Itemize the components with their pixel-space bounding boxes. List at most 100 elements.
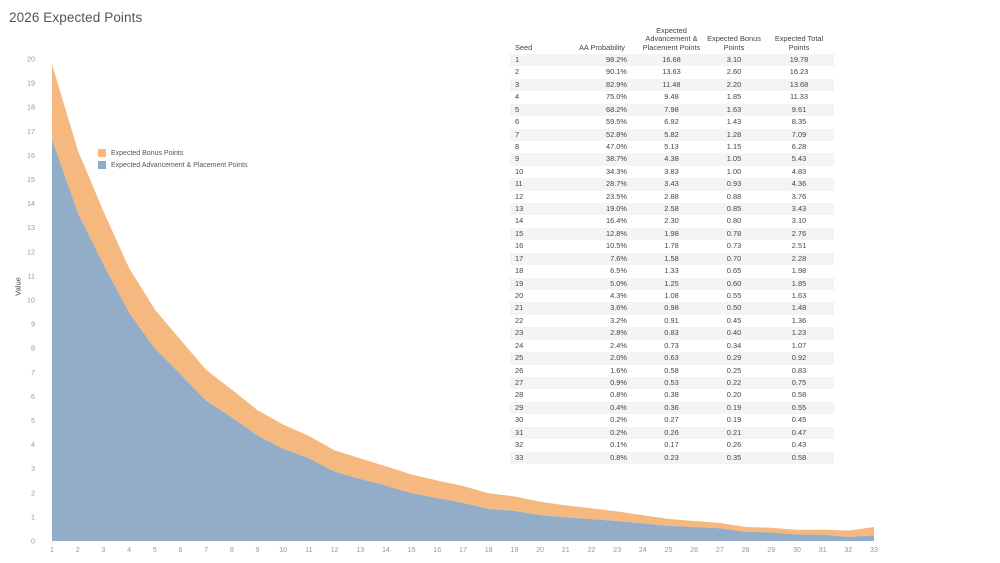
table-row[interactable]: 19 5.0% 1.25 0.60 1.85 [510,277,834,291]
advancement-cell: 1.78 [639,240,704,253]
table-row[interactable]: 7 52.8% 5.82 1.28 7.09 [510,128,834,141]
aa-probability-cell: 4.3% [565,290,639,303]
table-row[interactable]: 12 23.5% 2.88 0.88 3.76 [510,190,834,204]
x-tick-label: 8 [230,545,234,554]
aa-probability-cell: 0.8% [565,451,639,464]
table-row[interactable]: 31 0.2% 0.26 0.21 0.47 [510,426,834,440]
legend-item-bonus[interactable]: Expected Bonus Points [98,147,248,159]
table-row[interactable]: 28 0.8% 0.38 0.20 0.58 [510,389,834,402]
total-cell: 0.55 [764,401,834,415]
advancement-cell: 7.98 [639,103,704,117]
x-tick-label: 20 [536,545,544,554]
legend-label-advancement: Expected Advancement & Placement Points [111,161,248,169]
x-tick-label: 29 [767,545,775,554]
table-row[interactable]: 33 0.8% 0.23 0.35 0.58 [510,451,834,464]
table-row[interactable]: 9 38.7% 4.38 1.05 5.43 [510,153,834,166]
total-cell: 3.43 [764,203,834,216]
aa-probability-cell: 23.5% [565,190,639,204]
aa-probability-cell: 75.0% [565,91,639,104]
table-row[interactable]: 6 59.5% 6.92 1.43 8.35 [510,116,834,129]
x-tick-label: 16 [433,545,441,554]
x-tick-label: 5 [153,545,157,554]
bonus-cell: 0.45 [704,314,764,328]
x-tick-label: 23 [613,545,621,554]
seed-cell: 10 [510,165,565,179]
advancement-cell: 0.98 [639,302,704,315]
table-row[interactable]: 16 10.5% 1.78 0.73 2.51 [510,240,834,253]
advancement-cell: 3.43 [639,178,704,191]
table-row[interactable]: 25 2.0% 0.63 0.29 0.92 [510,352,834,365]
advancement-cell: 3.83 [639,165,704,179]
bonus-cell: 0.19 [704,414,764,427]
seed-cell: 28 [510,389,565,402]
table-row[interactable]: 30 0.2% 0.27 0.19 0.45 [510,414,834,427]
table-row[interactable]: 32 0.1% 0.17 0.26 0.43 [510,439,834,452]
table-header-row: Seed AA Probability Expected Advancement… [510,22,834,54]
page-title: 2026 Expected Points [9,10,143,25]
table-row[interactable]: 22 3.2% 0.91 0.45 1.36 [510,314,834,328]
y-tick-label: 3 [31,464,35,473]
aa-probability-cell: 16.4% [565,215,639,228]
table-row[interactable]: 18 6.5% 1.33 0.65 1.98 [510,265,834,278]
total-cell: 13.68 [764,78,834,92]
table-row[interactable]: 2 90.1% 13.63 2.60 16.23 [510,66,834,79]
legend-item-advancement[interactable]: Expected Advancement & Placement Points [98,159,248,171]
table-body: 1 98.2% 16.68 3.10 19.78 2 90.1% 13.63 2.60 16.23… [510,54,834,464]
table-row[interactable]: 15 12.8% 1.98 0.78 2.76 [510,227,834,241]
seed-cell: 13 [510,203,565,216]
bonus-cell: 2.60 [704,66,764,79]
total-cell: 0.58 [764,389,834,402]
x-tick-label: 4 [127,545,131,554]
bonus-cell: 0.73 [704,240,764,253]
table-row[interactable]: 8 47.0% 5.13 1.15 6.28 [510,140,834,154]
header-seed[interactable]: Seed [515,42,533,52]
table-row[interactable]: 20 4.3% 1.08 0.55 1.63 [510,290,834,303]
advancement-cell: 1.08 [639,290,704,303]
table-row[interactable]: 4 75.0% 9.48 1.85 11.33 [510,91,834,104]
chart-legend[interactable]: Expected Bonus Points Expected Advanceme… [98,147,248,171]
table-row[interactable]: 26 1.6% 0.58 0.25 0.83 [510,364,834,377]
table-row[interactable]: 17 7.6% 1.58 0.70 2.28 [510,252,834,266]
table-row[interactable]: 23 2.8% 0.83 0.40 1.23 [510,327,834,340]
seed-cell: 18 [510,265,565,278]
x-tick-label: 3 [101,545,105,554]
table-row[interactable]: 21 3.6% 0.98 0.50 1.48 [510,302,834,315]
table-row[interactable]: 10 34.3% 3.83 1.00 4.83 [510,165,834,179]
bonus-cell: 1.63 [704,103,764,117]
advancement-cell: 1.33 [639,265,704,278]
total-cell: 1.63 [764,290,834,303]
table-row[interactable]: 14 16.4% 2.30 0.80 3.10 [510,215,834,228]
y-tick-label: 14 [27,199,35,208]
header-total[interactable]: Expected Total Points [774,34,824,52]
header-bonus[interactable]: Expected Bonus Points [707,34,761,52]
aa-probability-cell: 90.1% [565,66,639,79]
advancement-cell: 0.73 [639,339,704,353]
expected-points-table: Seed AA Probability Expected Advancement… [510,22,834,464]
table-row[interactable]: 5 68.2% 7.98 1.63 9.61 [510,103,834,117]
advancement-cell: 0.38 [639,389,704,402]
advancement-cell: 4.38 [639,153,704,166]
y-tick-label: 1 [31,512,35,521]
seed-cell: 3 [510,78,565,92]
table-row[interactable]: 3 82.9% 11.48 2.20 13.68 [510,78,834,92]
seed-cell: 22 [510,314,565,328]
header-aa-probability[interactable]: AA Probability [578,42,625,52]
seed-cell: 27 [510,376,565,390]
table-row[interactable]: 24 2.4% 0.73 0.34 1.07 [510,339,834,353]
total-cell: 2.76 [764,227,834,241]
header-advancement[interactable]: Expected Advancement & Placement Points [642,25,701,52]
bonus-cell: 0.40 [704,327,764,340]
aa-probability-cell: 68.2% [565,103,639,117]
table-row[interactable]: 27 0.9% 0.53 0.22 0.75 [510,376,834,390]
x-tick-label: 13 [356,545,364,554]
table-row[interactable]: 1 98.2% 16.68 3.10 19.78 [510,54,834,67]
table-row[interactable]: 13 19.0% 2.58 0.85 3.43 [510,203,834,216]
total-cell: 11.33 [764,91,834,104]
seed-cell: 30 [510,414,565,427]
table-row[interactable]: 29 0.4% 0.36 0.19 0.55 [510,401,834,415]
bonus-cell: 3.10 [704,54,764,67]
total-cell: 0.75 [764,376,834,390]
bonus-cell: 0.21 [704,426,764,440]
y-tick-label: 10 [27,296,35,305]
table-row[interactable]: 11 28.7% 3.43 0.93 4.36 [510,178,834,191]
